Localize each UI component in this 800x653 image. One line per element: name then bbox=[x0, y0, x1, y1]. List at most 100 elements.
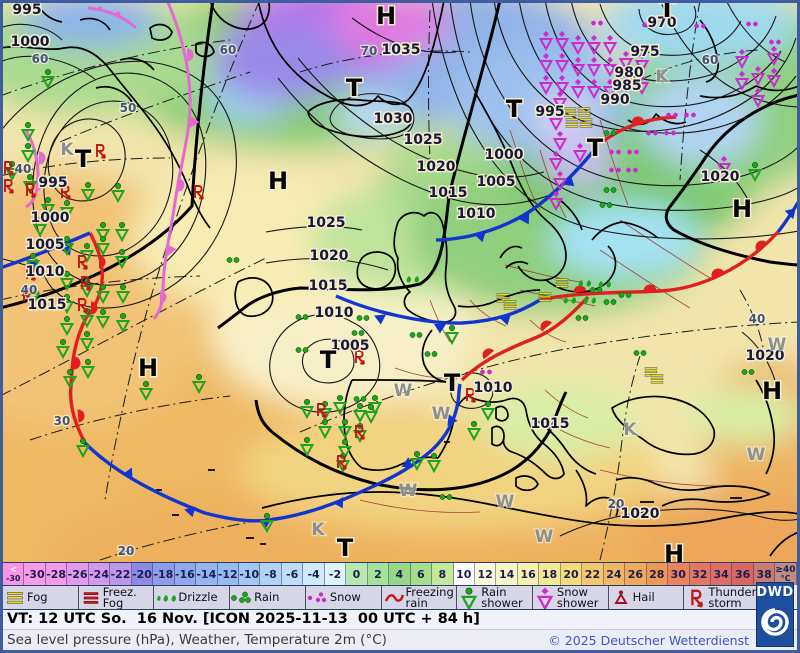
thunderstorm-icon bbox=[685, 587, 707, 609]
isobars-bold bbox=[3, 3, 797, 492]
warm-front bbox=[68, 232, 104, 444]
isobars bbox=[3, 3, 797, 537]
fog-symbol bbox=[555, 278, 569, 288]
dwd-logo-text: DWD bbox=[756, 585, 794, 600]
airmass-label: W bbox=[535, 527, 554, 547]
warm-front bbox=[539, 230, 780, 302]
pressure-label: 1015 bbox=[531, 416, 570, 432]
graticule-label: 50 bbox=[120, 101, 137, 115]
airmass-label: K bbox=[623, 420, 637, 440]
legend-item-label: Snow shower bbox=[556, 586, 599, 609]
synoptic-map: 70 60 60 60 50 40 40 40 30 20 20 995 1000 995 1000 1005… bbox=[3, 3, 797, 562]
pressure-label: 1015 bbox=[429, 185, 468, 201]
map-labels: 70 60 60 60 50 40 40 40 30 20 20 995 1000 995 1000 1005… bbox=[9, 3, 788, 562]
pressure-center: H bbox=[268, 167, 288, 195]
scale-cell: -12 bbox=[217, 563, 239, 585]
pressure-label: 1005 bbox=[26, 237, 65, 253]
pressure-label: 1020 bbox=[310, 248, 349, 264]
airmass-label: W bbox=[432, 404, 451, 424]
scale-cell: 10 bbox=[453, 563, 475, 585]
graticule-label: 20 bbox=[118, 544, 135, 558]
snow-shower-icon bbox=[534, 587, 556, 609]
graticule-label: 40 bbox=[15, 162, 32, 176]
temperature-field bbox=[3, 3, 797, 562]
scale-cell: -16 bbox=[174, 563, 197, 585]
pressure-center: T bbox=[587, 134, 604, 162]
pressure-center: T bbox=[659, 3, 676, 23]
snow-icon bbox=[307, 591, 327, 602]
product-info-row: Sea level pressure (hPa), Weather, Tempe… bbox=[3, 629, 797, 650]
airmass-label: K bbox=[655, 67, 669, 87]
fog-symbol bbox=[538, 292, 552, 302]
pressure-center: T bbox=[444, 369, 461, 397]
pressure-label: 995 bbox=[12, 3, 41, 18]
scale-cell: -6 bbox=[281, 563, 304, 585]
pressure-label: 1010 bbox=[26, 264, 65, 280]
fronts bbox=[3, 3, 797, 530]
freezing-rain-icon bbox=[384, 593, 404, 602]
pressure-label: 1010 bbox=[457, 206, 496, 222]
occluded-front bbox=[87, 6, 138, 30]
fog-symbol bbox=[503, 300, 517, 310]
scale-cell: -14 bbox=[196, 563, 218, 585]
scale-cell: -24 bbox=[88, 563, 111, 585]
scale-cell: 2 bbox=[367, 563, 390, 585]
pressure-label: 1020 bbox=[746, 348, 785, 364]
pressure-center: T bbox=[337, 534, 354, 562]
pressure-label: 970 bbox=[647, 15, 676, 31]
scale-cell: 4 bbox=[389, 563, 411, 585]
coastlines bbox=[3, 3, 797, 557]
pressure-label: 1020 bbox=[701, 169, 740, 185]
warm-front bbox=[600, 115, 677, 144]
legend-item-freezing-fog: Freez. Fog bbox=[79, 586, 155, 609]
pressure-center: H bbox=[664, 540, 684, 562]
scale-cell: 20 bbox=[560, 563, 583, 585]
scale-cell: 26 bbox=[625, 563, 647, 585]
pressure-label: 1015 bbox=[28, 297, 67, 313]
pressure-label: 1010 bbox=[315, 305, 354, 321]
rain-shower-icon bbox=[458, 587, 480, 609]
legend-item-rain: Rain bbox=[230, 586, 306, 609]
scale-cell: < -30 bbox=[3, 563, 25, 585]
scale-cell: -10 bbox=[238, 563, 261, 585]
rain-icon bbox=[231, 591, 251, 603]
legend-item-rain-shower: Rain shower bbox=[457, 586, 533, 609]
pressure-label: 1025 bbox=[404, 132, 443, 148]
scale-cell: -4 bbox=[303, 563, 325, 585]
airmass-label: W bbox=[768, 335, 787, 355]
legend-item-thunderstorm: Thunder storm bbox=[684, 586, 759, 609]
fog-icon bbox=[4, 587, 26, 609]
airmass-label: W bbox=[747, 445, 766, 465]
pressure-center: H bbox=[376, 3, 396, 30]
scale-cell: -20 bbox=[131, 563, 154, 585]
pressure-label: 1025 bbox=[307, 215, 346, 231]
legend-item-fog: Fog bbox=[3, 586, 79, 609]
copyright-text: © 2025 Deutscher Wetterdienst bbox=[548, 632, 749, 648]
graticule-label: 60 bbox=[702, 53, 719, 67]
pressure-label: 1000 bbox=[31, 210, 70, 226]
scale-cell: 18 bbox=[539, 563, 561, 585]
pressure-label: 1005 bbox=[477, 174, 516, 190]
graticule-lines bbox=[3, 3, 797, 561]
cold-front bbox=[83, 383, 462, 523]
weather-legend: Fog Freez. Fog Drizzle Rain Snow Freezing rai… bbox=[3, 585, 759, 609]
pressure-label: 1000 bbox=[11, 34, 50, 50]
fog-symbol bbox=[579, 118, 593, 128]
airmass-label: K bbox=[60, 140, 74, 160]
cold-front bbox=[335, 294, 541, 325]
freezing-fog-icon bbox=[83, 591, 98, 604]
pressure-center: H bbox=[138, 354, 158, 382]
legend-item-label: Drizzle bbox=[178, 590, 218, 605]
front-markers bbox=[26, 6, 797, 530]
pressure-label: 1005 bbox=[331, 338, 370, 354]
graticule-label: 20 bbox=[608, 497, 625, 511]
pressure-label: 1030 bbox=[374, 111, 413, 127]
scale-cell: 12 bbox=[474, 563, 497, 585]
pressure-label: 980 bbox=[614, 65, 643, 81]
fog-symbol bbox=[577, 107, 591, 117]
dwd-logo: DWD bbox=[756, 582, 794, 647]
airmass-label: W bbox=[394, 381, 413, 401]
legend-item-label: Thunder storm bbox=[708, 586, 757, 609]
scale-cell: ≥40 °C bbox=[775, 563, 797, 585]
